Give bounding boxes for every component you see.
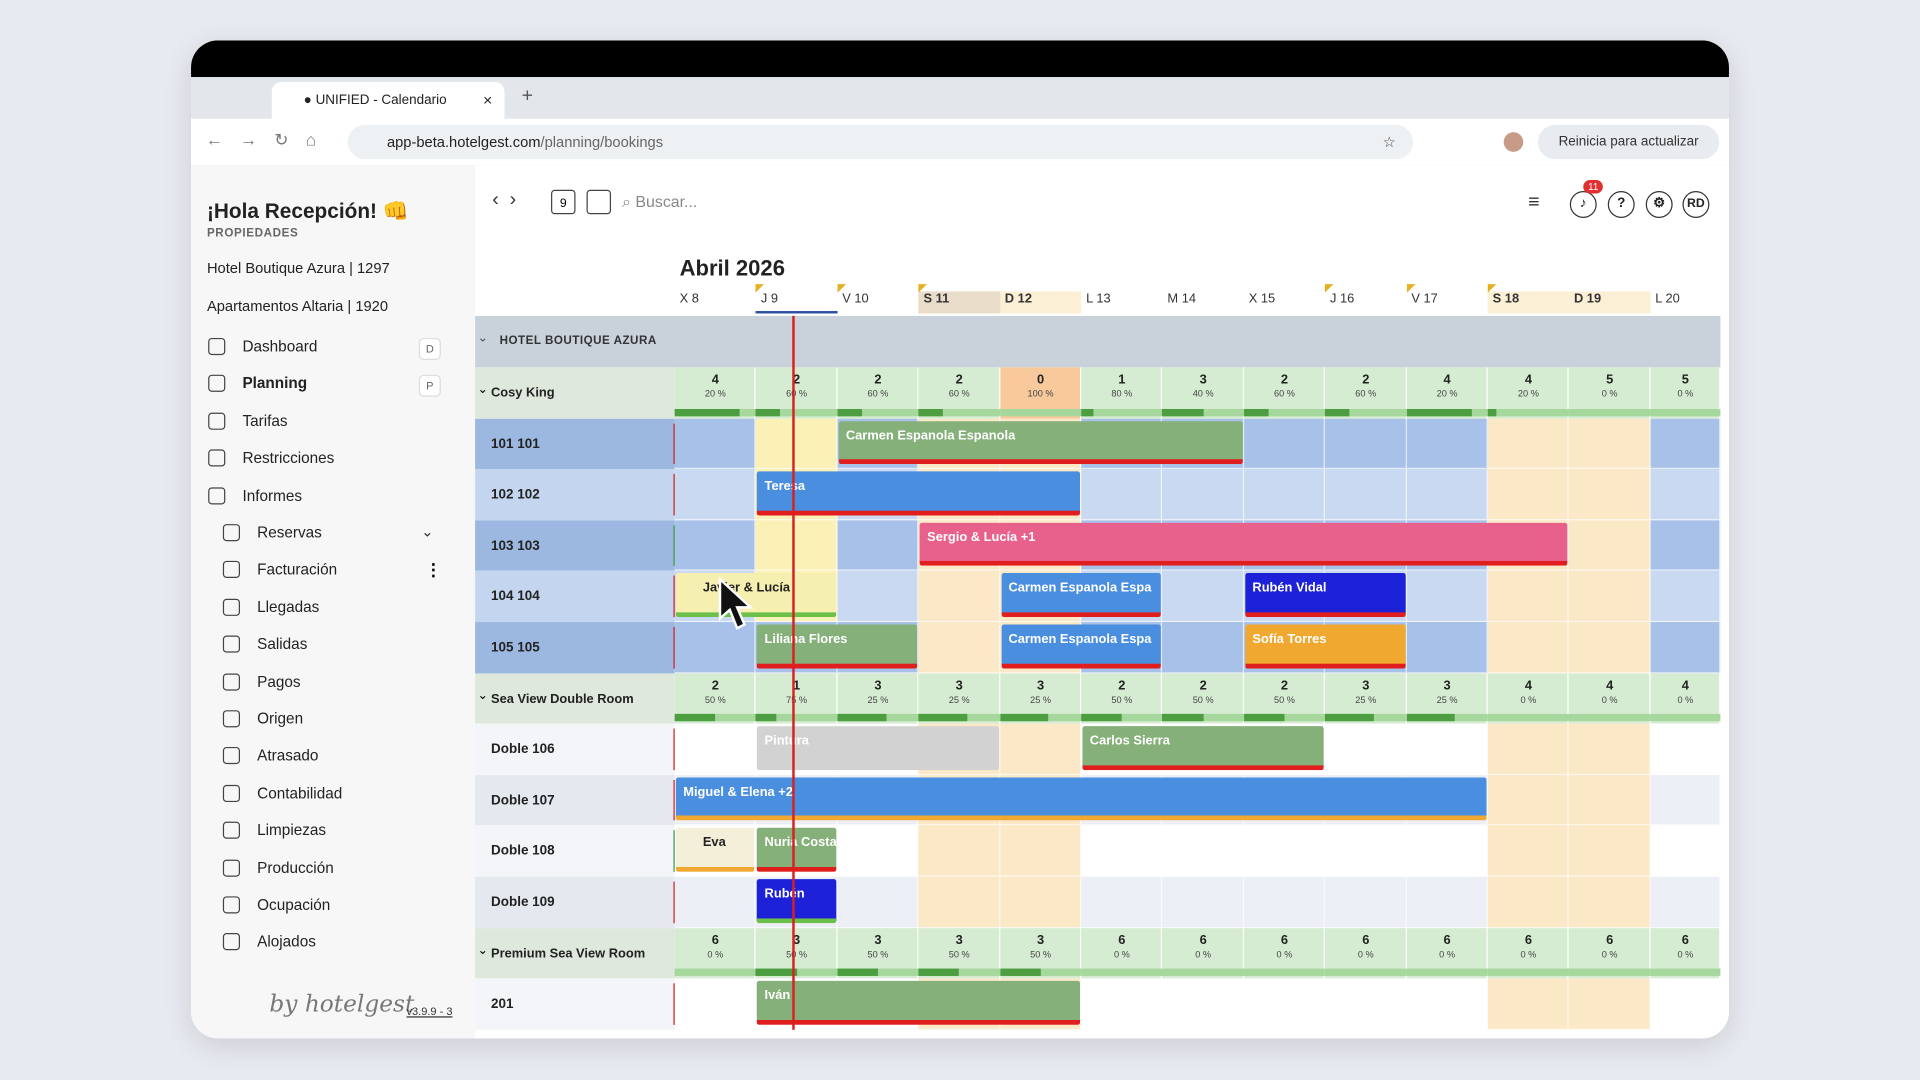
url-host: app-beta.hotelgest.com	[386, 133, 541, 151]
tab[interactable]: ● UNIFIED - Calendario ×	[271, 82, 505, 119]
nav-label: Informes	[242, 486, 303, 504]
help[interactable]: ?	[1607, 191, 1635, 218]
browser-window: ● UNIFIED - Calendario × + ←→↻⌂ app-beta…	[191, 40, 1729, 1039]
report-label: Llegadas	[257, 598, 320, 616]
nav-icon	[208, 449, 226, 467]
main: ‹ › 9 ⌕ Buscar... ≡ ♪ 11 ? ⚙ RD	[475, 165, 1729, 1039]
nav-item[interactable]: Planning	[208, 375, 308, 393]
nav-icon	[208, 486, 226, 504]
search[interactable]: ⌕ Buscar...	[622, 192, 698, 211]
more[interactable]: ⋮	[424, 559, 443, 580]
settings[interactable]: ⚙	[1645, 191, 1673, 218]
today-button[interactable]: 9	[551, 189, 576, 215]
nav-icon	[208, 412, 226, 430]
report-label: Producción	[257, 859, 334, 877]
version[interactable]: v3.9.9 - 3	[406, 1005, 453, 1018]
report-icon	[222, 933, 240, 951]
url-path: /planning/bookings	[540, 133, 664, 151]
date-search[interactable]	[586, 189, 612, 215]
filter[interactable]: ≡	[1528, 192, 1540, 214]
update-button[interactable]: Reinicia para actualizar	[1537, 124, 1720, 160]
report-item[interactable]: Origen	[222, 710, 304, 728]
address-bar: ←→↻⌂ app-beta.hotelgest.com/planning/boo…	[191, 118, 1729, 167]
report-item[interactable]: Facturación	[222, 561, 338, 579]
report-icon	[222, 710, 240, 728]
nav-icon	[208, 375, 226, 393]
nav-label: Tarifas	[242, 412, 288, 430]
report-item[interactable]: Ocupación	[222, 896, 331, 914]
prev-next[interactable]: ‹ ›	[492, 189, 517, 211]
profile[interactable]	[1503, 132, 1524, 152]
report-label: Contabilidad	[257, 784, 343, 802]
nav-buttons[interactable]: ←→↻⌂	[205, 129, 334, 150]
report-label: Limpiezas	[257, 821, 327, 840]
report-item[interactable]: Contabilidad	[222, 784, 343, 802]
report-icon	[222, 784, 240, 802]
shortcut: D	[418, 337, 441, 360]
nav-label: Restricciones	[242, 449, 335, 467]
report-label: Origen	[257, 710, 304, 728]
report-item[interactable]: Producción	[222, 859, 334, 877]
report-icon	[222, 635, 240, 653]
url-box[interactable]: app-beta.hotelgest.com/planning/bookings…	[347, 124, 1414, 160]
report-label: Alojados	[257, 933, 316, 951]
report-icon	[222, 672, 240, 691]
shortcut: P	[418, 375, 441, 398]
top-bar	[191, 40, 1729, 78]
nav-item[interactable]: Restricciones	[208, 449, 335, 467]
property[interactable]: Hotel Boutique Azura | 1297	[206, 259, 390, 277]
notification-count: 11	[1583, 180, 1604, 194]
report-icon	[222, 821, 240, 840]
greeting: ¡Hola Recepción! 👊	[206, 199, 409, 223]
report-item[interactable]: Limpiezas	[222, 821, 327, 840]
nav-item[interactable]: Informes	[208, 486, 303, 504]
report-item[interactable]: Llegadas	[222, 598, 320, 616]
report-icon	[222, 598, 240, 616]
nav-label: Planning	[242, 375, 308, 393]
nav-label: Dashboard	[242, 337, 318, 356]
report-label: Atrasado	[257, 747, 319, 765]
tab-title: UNIFIED - Calendario	[315, 93, 447, 108]
tab-bar: ● UNIFIED - Calendario × +	[191, 77, 1729, 119]
report-item[interactable]: Salidas	[222, 635, 308, 653]
calendar-panel	[475, 165, 1729, 1039]
report-label: Reservas	[257, 524, 322, 542]
report-label: Ocupación	[257, 896, 331, 914]
chevron[interactable]: ⌄	[421, 522, 434, 540]
nav-item[interactable]: Tarifas	[208, 412, 288, 430]
new-tab[interactable]: +	[521, 85, 534, 107]
report-item[interactable]: Alojados	[222, 933, 316, 951]
report-icon	[222, 524, 240, 542]
sidebar: ¡Hola Recepción! 👊 PROPIEDADES by hotelg…	[191, 165, 476, 1039]
report-item[interactable]: Pagos	[222, 672, 301, 691]
report-label: Facturación	[257, 561, 338, 579]
nav-icon	[208, 337, 226, 356]
report-label: Salidas	[257, 635, 308, 653]
search-placeholder: Buscar...	[635, 192, 698, 211]
properties-label: PROPIEDADES	[206, 226, 299, 240]
notifications[interactable]: ♪	[1569, 191, 1597, 218]
property[interactable]: Apartamentos Altaria | 1920	[206, 297, 389, 315]
report-icon	[222, 561, 240, 579]
report-item[interactable]: Reservas	[222, 524, 322, 542]
report-item[interactable]: Atrasado	[222, 747, 319, 765]
report-label: Pagos	[257, 672, 301, 691]
report-icon	[222, 747, 240, 765]
avatar[interactable]: RD	[1682, 191, 1710, 218]
brand: by hotelgest	[269, 990, 415, 1018]
report-icon	[222, 859, 240, 877]
report-icon	[222, 896, 240, 914]
nav-item[interactable]: Dashboard	[208, 337, 318, 356]
